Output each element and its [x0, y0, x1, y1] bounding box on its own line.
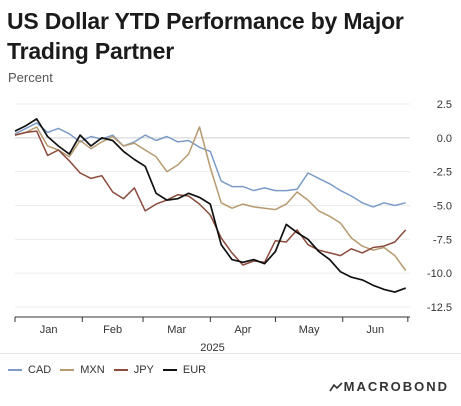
y-tick-label: 0.0 [437, 133, 452, 145]
legend-swatch [60, 369, 75, 371]
y-tick-label: -10.0 [427, 268, 452, 280]
chart-title: US Dollar YTD Performance by Major Tradi… [7, 8, 404, 64]
y-tick-label: -7.5 [433, 234, 452, 246]
series-line-jpy [14, 130, 407, 266]
legend-swatch [8, 369, 22, 371]
legend-item-eur: EUR [162, 364, 207, 376]
x-tick-label: Feb [103, 324, 122, 336]
x-axis-label: 2025 [200, 342, 224, 354]
axes [14, 316, 410, 322]
series-line-cad [14, 122, 406, 208]
y-axis-unit-label: Percent [8, 70, 53, 85]
legend-swatch [162, 369, 177, 371]
legend-label: JPY [133, 364, 154, 376]
legend-divider [0, 353, 461, 354]
legend-label: EUR [182, 364, 207, 376]
legend-item-mxn: MXN [60, 364, 105, 376]
legend-item-jpy: JPY [113, 364, 154, 376]
x-tick-label: Jan [40, 324, 58, 336]
legend-item-cad: CAD [8, 364, 51, 376]
y-tick-label: -12.5 [427, 302, 452, 314]
legend: CAD MXN JPY EUR [8, 363, 215, 377]
y-tick-label: -5.0 [433, 201, 452, 213]
brand-logo: MACROBOND [328, 379, 449, 394]
y-tick-label: -2.5 [433, 167, 452, 179]
x-tick-label: May [299, 324, 320, 336]
legend-label: MXN [80, 364, 105, 376]
x-tick-label: Jun [366, 324, 384, 336]
brand-name: MACROBOND [343, 379, 449, 394]
y-tick-label: 2.5 [437, 99, 452, 111]
legend-swatch [113, 369, 128, 371]
tick-labels: 2.5 0.0 -2.5 -5.0 -7.5 -10.0 -12.5 Jan Feb Mar Apr… [40, 99, 452, 354]
series-line-eur [14, 118, 406, 293]
x-tick-label: Apr [234, 324, 251, 336]
series-line-mxn [14, 126, 407, 271]
series-lines [14, 118, 407, 293]
brand-mark-icon [328, 381, 343, 391]
legend-label: CAD [28, 364, 52, 376]
x-tick-label: Mar [167, 324, 186, 336]
